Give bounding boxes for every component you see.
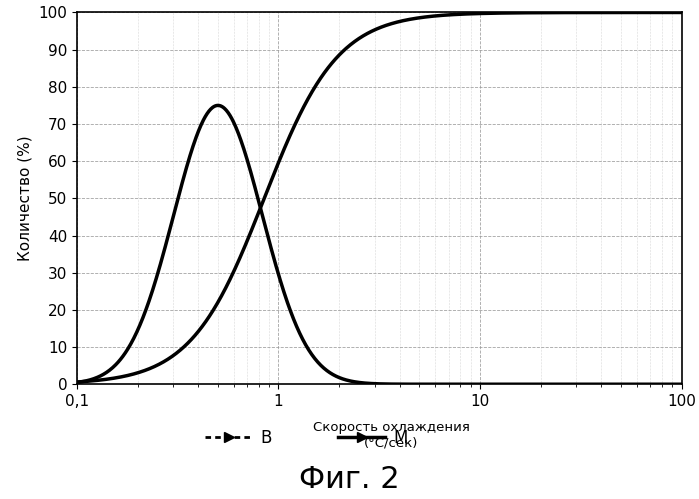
Legend: В, М: В, М (199, 423, 415, 454)
Text: Скорость охлаждения
(°C/сек): Скорость охлаждения (°C/сек) (313, 421, 470, 450)
Y-axis label: Количество (%): Количество (%) (17, 136, 33, 261)
Text: Фиг. 2: Фиг. 2 (299, 465, 400, 494)
